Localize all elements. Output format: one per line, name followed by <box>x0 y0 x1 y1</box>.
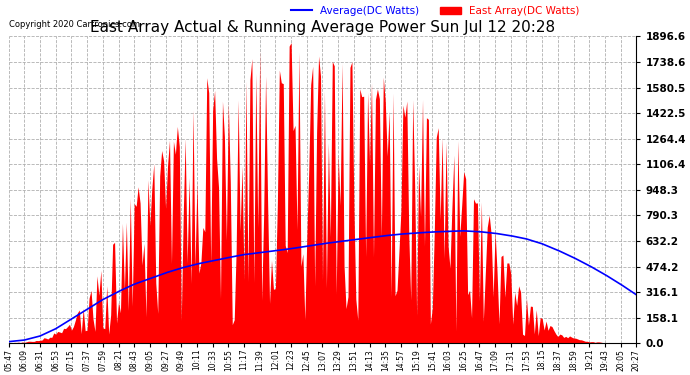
Text: Copyright 2020 Cartronics.com: Copyright 2020 Cartronics.com <box>9 20 139 28</box>
Title: East Array Actual & Running Average Power Sun Jul 12 20:28: East Array Actual & Running Average Powe… <box>90 20 555 35</box>
Legend: Average(DC Watts), East Array(DC Watts): Average(DC Watts), East Array(DC Watts) <box>287 2 584 20</box>
